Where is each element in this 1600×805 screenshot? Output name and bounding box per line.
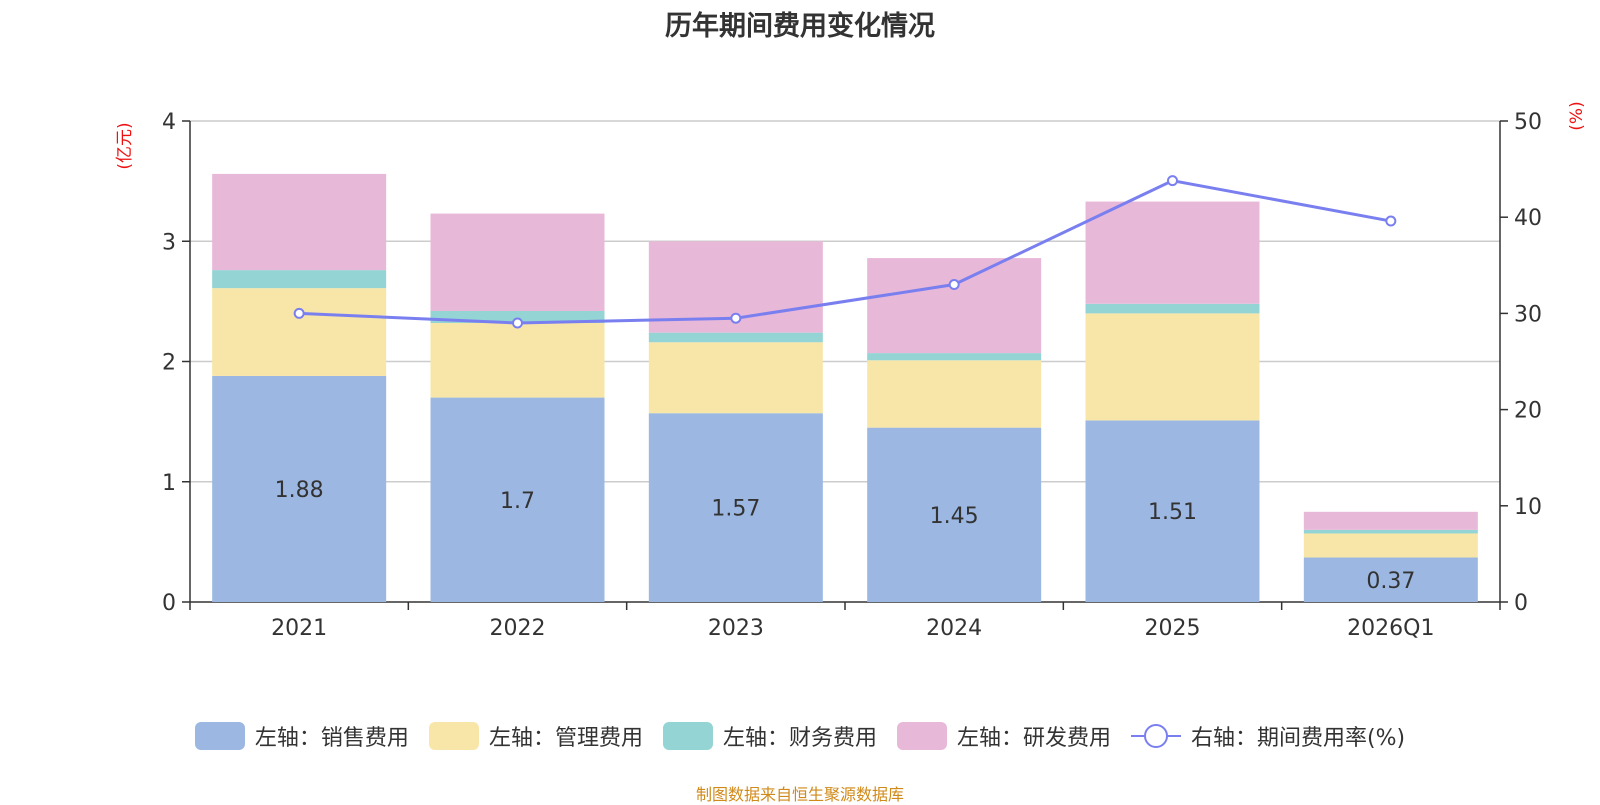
x-axis-tick-label: 2021 bbox=[271, 616, 327, 641]
chart-title: 历年期间费用变化情况 bbox=[665, 11, 935, 42]
bar-segment-4 bbox=[867, 258, 1042, 354]
expense-rate-point bbox=[512, 317, 523, 329]
bar-data-label: 1.7 bbox=[500, 489, 535, 514]
bar-segment-3 bbox=[1303, 529, 1478, 534]
bar-segment-2 bbox=[1085, 313, 1260, 421]
legend-label-sales: 左轴：销售费用 bbox=[254, 726, 409, 751]
left-axis-tick-label: 4 bbox=[162, 110, 176, 135]
legend-swatch-rnd bbox=[896, 722, 947, 750]
bar-segment-1 bbox=[1303, 557, 1478, 602]
bar-segment-2 bbox=[430, 323, 605, 398]
bar-data-label: 1.88 bbox=[275, 478, 324, 503]
expense-rate-point bbox=[293, 307, 305, 319]
x-axis-tick-label: 2025 bbox=[1145, 616, 1201, 641]
bar-segment-1 bbox=[867, 427, 1042, 602]
right-axis-tick-label: 0 bbox=[1514, 591, 1528, 616]
bar-segment-4 bbox=[1303, 511, 1478, 530]
right-axis-unit: (%) bbox=[1567, 101, 1587, 130]
bar-data-label: 1.57 bbox=[711, 497, 760, 522]
data-source-note: 制图数据来自恒生聚源数据库 bbox=[695, 785, 904, 804]
legend-swatch-finance bbox=[662, 722, 713, 750]
expense-rate-line bbox=[299, 179, 1392, 325]
x-axis-tick-label: 2022 bbox=[490, 616, 546, 641]
left-axis-tick-label: 3 bbox=[162, 230, 176, 255]
bar-data-label: 0.37 bbox=[1366, 569, 1415, 594]
right-axis-tick-label: 10 bbox=[1514, 495, 1542, 520]
left-axis-tick-label: 0 bbox=[162, 591, 176, 616]
legend-label-expense-rate: 右轴：期间费用率(%) bbox=[1190, 726, 1406, 751]
bar-segment-1 bbox=[212, 375, 387, 602]
bar-segment-2 bbox=[212, 288, 387, 376]
bar-segment-3 bbox=[648, 332, 823, 343]
legend-item-management[interactable]: 左轴：管理费用 bbox=[428, 720, 643, 752]
left-axis-unit: (亿元) bbox=[115, 122, 135, 169]
legend-item-finance[interactable]: 左轴：财务费用 bbox=[662, 720, 877, 752]
x-axis-tick-label: 2024 bbox=[926, 616, 982, 641]
bar-segment-4 bbox=[430, 213, 605, 311]
legend-item-expense-rate[interactable]: 右轴：期间费用率(%) bbox=[1130, 720, 1406, 752]
bar-segment-1 bbox=[1085, 420, 1260, 602]
legend-label-rnd: 左轴：研发费用 bbox=[956, 726, 1111, 751]
bar-data-label: 1.45 bbox=[930, 504, 979, 529]
x-axis-tick-label: 2026Q1 bbox=[1347, 616, 1434, 641]
bar-segment-4 bbox=[1085, 201, 1260, 304]
bar-segment-2 bbox=[1303, 533, 1478, 558]
left-axis-tick-label: 1 bbox=[162, 471, 176, 496]
legend-item-rnd[interactable]: 左轴：研发费用 bbox=[896, 720, 1111, 752]
bar-segment-3 bbox=[212, 270, 387, 289]
bar-segment-3 bbox=[867, 353, 1042, 361]
bar-segment-2 bbox=[867, 360, 1042, 428]
bar-segment-4 bbox=[212, 173, 387, 271]
right-axis-tick-label: 30 bbox=[1514, 302, 1542, 327]
bar-segment-1 bbox=[430, 397, 605, 602]
bar-segment-3 bbox=[1085, 303, 1260, 314]
legend: 左轴：销售费用 左轴：管理费用 左轴：财务费用 左轴：研发费用 右轴：期间费用率… bbox=[0, 720, 1600, 752]
right-axis-tick-label: 40 bbox=[1514, 206, 1542, 231]
legend-swatch-management bbox=[428, 722, 479, 750]
left-axis-tick-label: 2 bbox=[162, 351, 176, 376]
expense-rate-point bbox=[730, 312, 742, 324]
legend-swatch-sales bbox=[194, 722, 245, 750]
legend-item-sales[interactable]: 左轴：销售费用 bbox=[194, 720, 409, 752]
expense-rate-point bbox=[1167, 175, 1178, 187]
right-axis-tick-label: 50 bbox=[1514, 110, 1542, 135]
expense-rate-point bbox=[1385, 215, 1397, 227]
bar-data-label: 1.51 bbox=[1148, 500, 1197, 525]
bar-segment-1 bbox=[648, 413, 823, 602]
legend-line-symbol-icon bbox=[1130, 722, 1181, 750]
legend-label-management: 左轴：管理费用 bbox=[488, 726, 643, 751]
expense-rate-point bbox=[948, 279, 960, 291]
legend-label-finance: 左轴：财务费用 bbox=[722, 726, 877, 751]
bar-segment-2 bbox=[648, 342, 823, 414]
right-axis-tick-label: 20 bbox=[1514, 399, 1542, 424]
x-axis-tick-label: 2023 bbox=[708, 616, 764, 641]
